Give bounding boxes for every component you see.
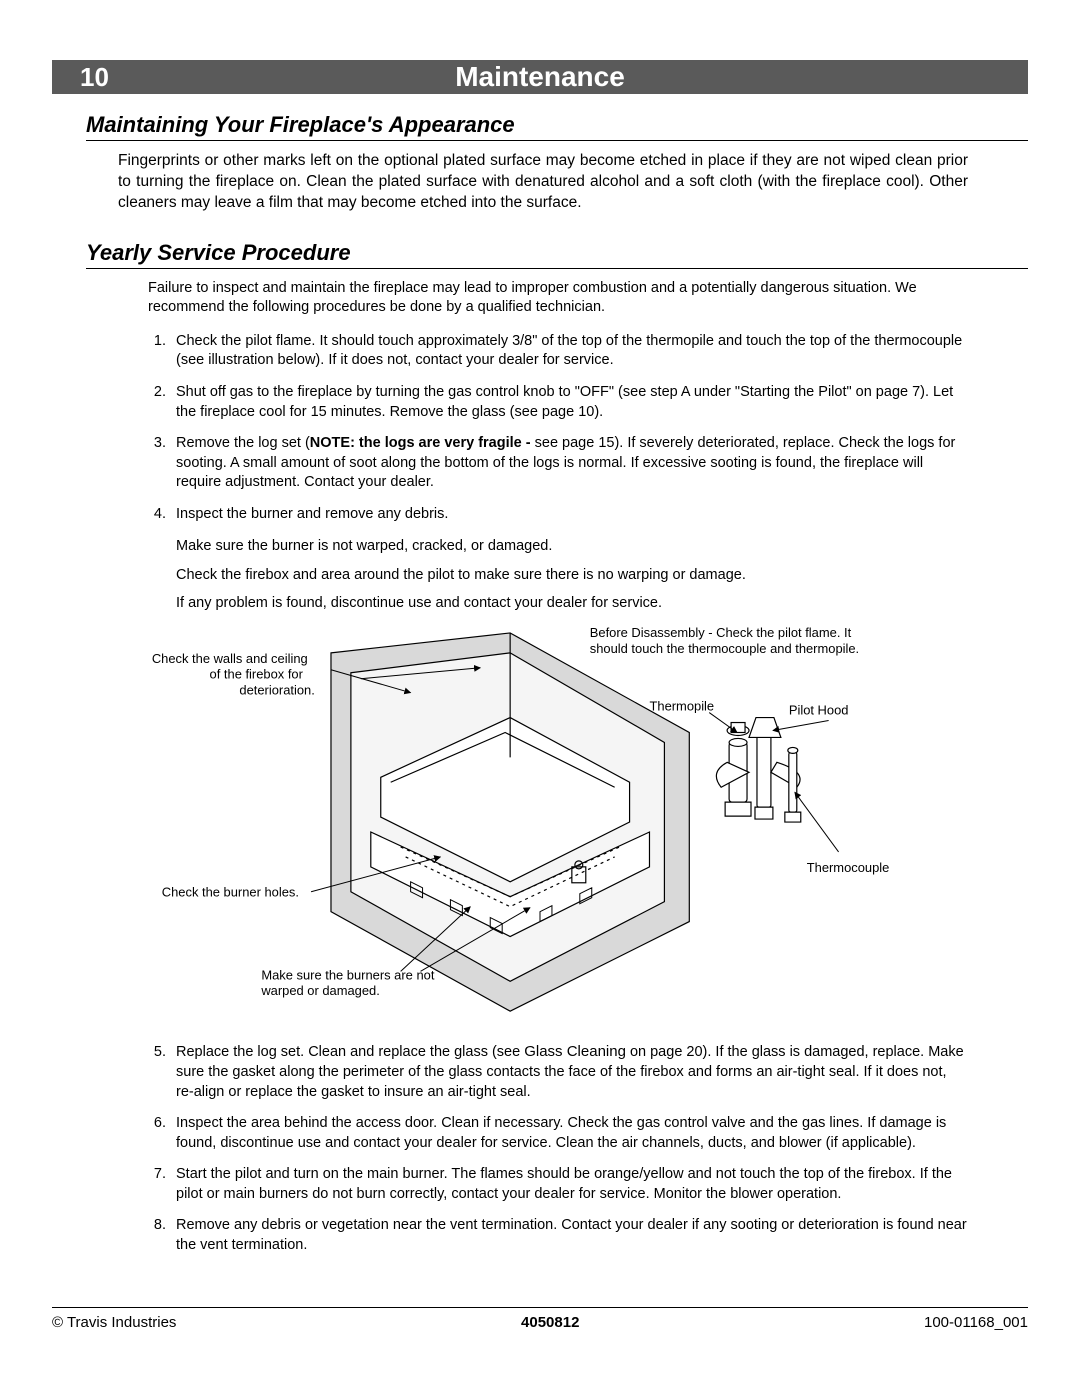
step-4a: Make sure the burner is not warped, crac… — [176, 536, 968, 556]
diagram: Before Disassembly - Check the pilot fla… — [112, 623, 968, 1026]
label-before2: should touch the thermocouple and thermo… — [590, 641, 859, 656]
footer-mid: 4050812 — [521, 1314, 579, 1331]
label-thermopile: Thermopile — [649, 699, 714, 714]
label-burners-not2: warped or damaged. — [260, 984, 380, 999]
procedure-list: Check the pilot flame. It should touch a… — [148, 332, 968, 525]
label-walls3: deterioration. — [239, 683, 314, 698]
diagram-svg: Before Disassembly - Check the pilot fla… — [112, 623, 968, 1021]
step-3-pre: Remove the log set ( — [176, 435, 310, 451]
step-3: Remove the log set (NOTE: the logs are v… — [170, 434, 968, 493]
step-4b: Check the firebox and area around the pi… — [176, 565, 968, 585]
step-3-bold: NOTE: the logs are very fragile - — [310, 435, 535, 451]
label-pilot-hood: Pilot Hood — [789, 703, 849, 718]
step-2: Shut off gas to the fireplace by turning… — [170, 383, 968, 422]
step-6: Inspect the area behind the access door.… — [170, 1114, 968, 1153]
footer-right: 100-01168_001 — [924, 1314, 1028, 1331]
label-burners-not1: Make sure the burners are not — [261, 968, 435, 983]
chapter-title: Maintenance — [52, 61, 1028, 93]
step-5-mid: Glass Cleaning — [524, 1043, 626, 1060]
section1-body: Fingerprints or other marks left on the … — [118, 151, 968, 214]
procedure-list-cont: Replace the log set. Clean and replace t… — [148, 1042, 968, 1255]
step-8: Remove any debris or vegetation near the… — [170, 1216, 968, 1255]
label-thermocouple: Thermocouple — [807, 860, 890, 875]
label-walls2: of the firebox for — [210, 667, 304, 682]
label-burner-holes: Check the burner holes. — [162, 885, 299, 900]
step-5: Replace the log set. Clean and replace t… — [170, 1042, 968, 1102]
label-walls1: Check the walls and ceiling — [152, 651, 308, 666]
step-4: Inspect the burner and remove any debris… — [170, 505, 968, 525]
section2-title: Yearly Service Procedure — [86, 240, 1028, 269]
section2-intro: Failure to inspect and maintain the fire… — [148, 279, 968, 318]
step-7: Start the pilot and turn on the main bur… — [170, 1165, 968, 1204]
step-5-pre: Replace the log set. Clean and replace t… — [176, 1044, 524, 1060]
label-before1: Before Disassembly - Check the pilot fla… — [590, 625, 852, 640]
step-1: Check the pilot flame. It should touch a… — [170, 332, 968, 371]
chapter-header: 10 Maintenance — [52, 60, 1028, 94]
page-footer: © Travis Industries 4050812 100-01168_00… — [52, 1307, 1028, 1331]
section1-title: Maintaining Your Fireplace's Appearance — [86, 112, 1028, 141]
step-4c: If any problem is found, discontinue use… — [176, 593, 968, 613]
footer-left: © Travis Industries — [52, 1314, 176, 1331]
